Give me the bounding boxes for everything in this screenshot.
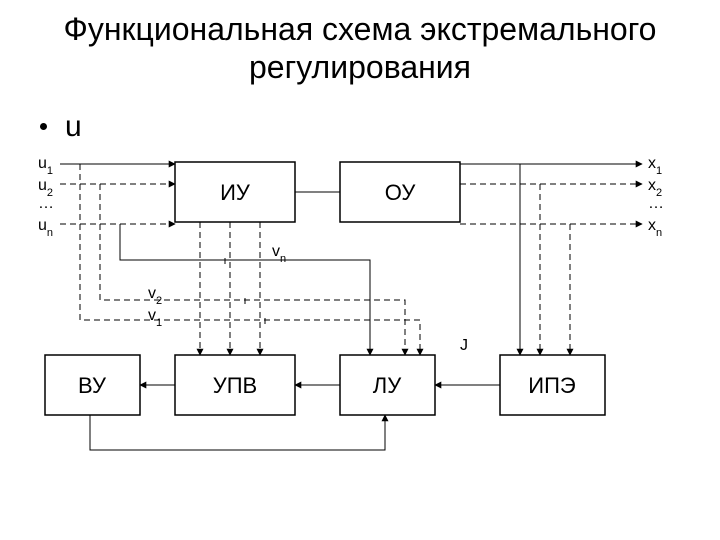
diagram: u1 u2 … un x1 x2 … xn (30, 150, 690, 510)
slide-title: Функциональная схема экстремального регу… (0, 10, 720, 87)
label-vu: ВУ (78, 373, 107, 398)
label-un: un (38, 217, 53, 239)
label-lu: ЛУ (373, 373, 402, 398)
label-vn: vn (272, 243, 286, 265)
wire-vn-lu (120, 224, 370, 355)
label-xdots: … (648, 195, 664, 212)
bullet-text: u (65, 110, 82, 143)
bullet-dot-icon (40, 123, 47, 130)
label-ipe: ИПЭ (528, 373, 576, 398)
label-u1: u1 (38, 155, 53, 177)
label-v2: v2 (148, 285, 162, 307)
label-xn: xn (648, 217, 662, 239)
label-j: J (460, 337, 468, 354)
wire-vu-lu-feedback (90, 415, 385, 450)
label-x1: x1 (648, 155, 662, 177)
label-upv: УПВ (213, 373, 257, 398)
label-udots: … (38, 195, 54, 212)
bullet-u: u (40, 110, 82, 144)
label-iu: ИУ (220, 180, 251, 205)
label-v1: v1 (148, 307, 162, 329)
label-ou: ОУ (385, 180, 417, 205)
